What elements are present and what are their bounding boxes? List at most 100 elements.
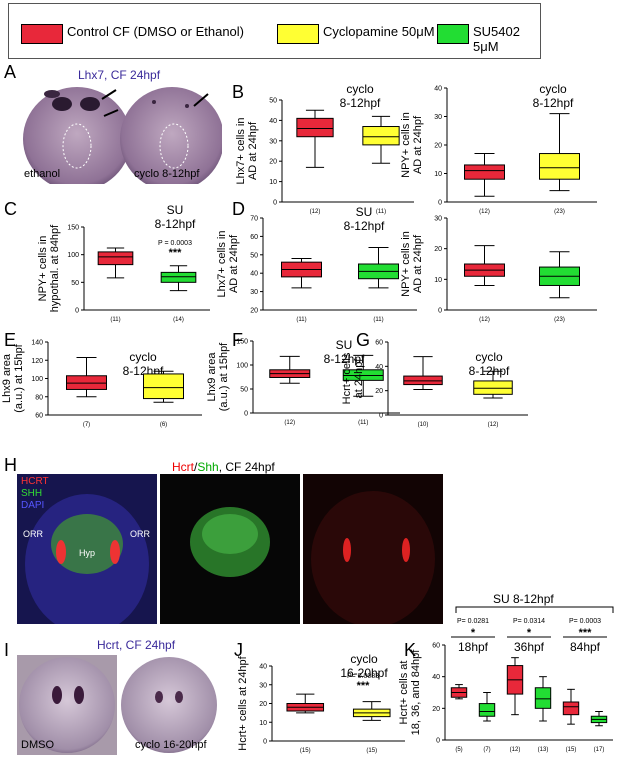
c-p-value: P = 0.0003 (158, 240, 192, 247)
d1-ylabel: AD at 24hpf (228, 234, 240, 293)
b2-ytick-label: 10 (434, 171, 442, 178)
panel-letter-h: H (4, 455, 17, 475)
e-box (143, 373, 184, 400)
d1-ytick-label: 50 (250, 252, 258, 259)
d2-ytick-label: 10 (434, 277, 442, 284)
panel-h-orr-left: ORR (23, 529, 43, 539)
k-box (478, 703, 496, 717)
legend-label-cyclopamine: Cyclopamine 50μM (323, 24, 435, 39)
k-ytick-label: 60 (432, 643, 440, 650)
c-ytick-label: 50 (71, 280, 79, 287)
panel-letter-a: A (4, 62, 17, 82)
c-ytick-label: 100 (67, 252, 79, 259)
j-ytick-label: 30 (259, 682, 267, 689)
e-ylabel: (a.u.) at 15hpf (13, 343, 25, 412)
d1-ytick-label: 70 (250, 216, 258, 223)
d2-ylabel: AD at 24hpf (412, 234, 424, 293)
panel-k-bracket (455, 606, 614, 613)
panel-i-image: DMSO cyclo 16-20hpf (17, 655, 219, 755)
k-group-significance: * (471, 627, 476, 639)
c-significance: *** (169, 247, 183, 259)
k-ylabel: Hcrt+ cells at (398, 661, 410, 725)
g-panel-letter: G (356, 330, 370, 350)
legend-box: Control CF (DMSO or Ethanol) Cyclopamine… (8, 3, 541, 59)
c-panel-letter: C (4, 199, 17, 219)
g-ytick-label: 40 (375, 364, 383, 371)
j-treatment-label: cyclo (350, 652, 378, 666)
f-ytick-label: 0 (244, 411, 248, 418)
panel-a-caption-right: cyclo 8-12hpf (134, 168, 200, 180)
d1-n-label: (11) (373, 317, 383, 323)
k-n-label: (17) (594, 747, 605, 753)
b2-n-label: (12) (479, 209, 490, 215)
k-panel-letter: K (404, 640, 416, 660)
e-treatment-label: cyclo (129, 350, 157, 364)
d1-ylabel: Lhx7+ cells in (216, 231, 228, 298)
panel-h-hyp: Hyp (79, 548, 96, 558)
e-ytick-label: 80 (35, 394, 43, 401)
panel-h-title-rest: , CF 24hpf (218, 460, 275, 474)
panel-i-title: Hcrt, CF 24hpf (97, 638, 176, 652)
d1-ytick-label: 30 (250, 289, 258, 296)
panel-h-label-hcrt: HCRT (21, 476, 49, 487)
g-box (403, 375, 443, 386)
panel-i-caption-right: cyclo 16-20hpf (135, 739, 207, 751)
e-ytick-label: 60 (35, 413, 43, 420)
k-n-label: (5) (455, 747, 462, 753)
d1-treatment-label: 8-12hpf (344, 219, 385, 233)
d2-n-label: (23) (554, 317, 565, 323)
k-group-p-value: P= 0.0281 (457, 618, 489, 625)
e-n-label: (7) (83, 422, 90, 428)
b2-treatment-label: 8-12hpf (533, 96, 574, 110)
j-significance: *** (357, 680, 371, 692)
panel-h-title-slash: / (194, 460, 198, 474)
g-treatment-label: cyclo (475, 350, 503, 364)
f-ytick-label: 150 (236, 339, 248, 346)
b2-ylabel: AD at 24hpf (412, 115, 424, 174)
legend-swatch-cyclopamine (277, 24, 319, 44)
k-ytick-label: 0 (436, 738, 440, 745)
b2-ytick-label: 40 (434, 86, 442, 93)
c-ylabel: hypothal. at 84hpf (49, 224, 61, 312)
panel-h-title: Hcrt/Shh, CF 24hpf (172, 460, 275, 474)
b2-box (539, 153, 580, 180)
d1-ytick-label: 60 (250, 234, 258, 241)
b2-ylabel: NPY+ cells in (400, 112, 412, 178)
b1-ylabel: Lhx7+ cells in (235, 118, 247, 185)
panel-a-image: ethanol cyclo 8-12hpf (22, 84, 222, 184)
k-n-label: (15) (566, 747, 577, 753)
panel-h-label-shh: SHH (21, 488, 43, 499)
d2-ylabel: NPY+ cells in (400, 231, 412, 297)
f-n-label: (11) (358, 420, 368, 426)
k-group-label: 18hpf (458, 640, 489, 654)
g-n-label: (12) (488, 422, 499, 428)
f-ylabel: (a.u.) at 15hpf (218, 342, 230, 411)
b2-ytick-label: 0 (438, 200, 442, 207)
j-ytick-label: 10 (259, 720, 267, 727)
b1-ytick-label: 40 (269, 118, 277, 125)
j-p-value: P= 0.0083 (347, 673, 379, 680)
panel-i-caption-left: DMSO (21, 739, 54, 751)
k-ytick-label: 40 (432, 674, 440, 681)
c-n-label: (11) (110, 317, 120, 323)
b1-treatment-label: 8-12hpf (340, 96, 381, 110)
b1-n-label: (11) (376, 209, 386, 215)
g-ylabel: Hcrt+ cells (341, 352, 353, 404)
g-ylabel: at 24hpf (353, 358, 365, 399)
k-box (562, 701, 580, 716)
j-ytick-label: 20 (259, 701, 267, 708)
b2-n-label: (23) (554, 209, 565, 215)
panel-h-title-hcrt: Hcrt (172, 460, 194, 474)
e-n-label: (6) (160, 422, 167, 428)
panel-k-bracket-title: SU 8-12hpf (493, 592, 554, 606)
b1-panel-letter: B (232, 82, 244, 102)
k-group-significance: * (527, 627, 532, 639)
b2-treatment-label: cyclo (539, 82, 567, 96)
g-n-label: (10) (418, 422, 429, 428)
g-ytick-label: 0 (379, 413, 383, 420)
f-n-label: (12) (284, 420, 295, 426)
panel-h-hcrt-image (303, 474, 443, 624)
c-n-label: (14) (173, 317, 184, 323)
c-treatment-label: SU (167, 203, 184, 217)
f-ytick-label: 100 (236, 363, 248, 370)
